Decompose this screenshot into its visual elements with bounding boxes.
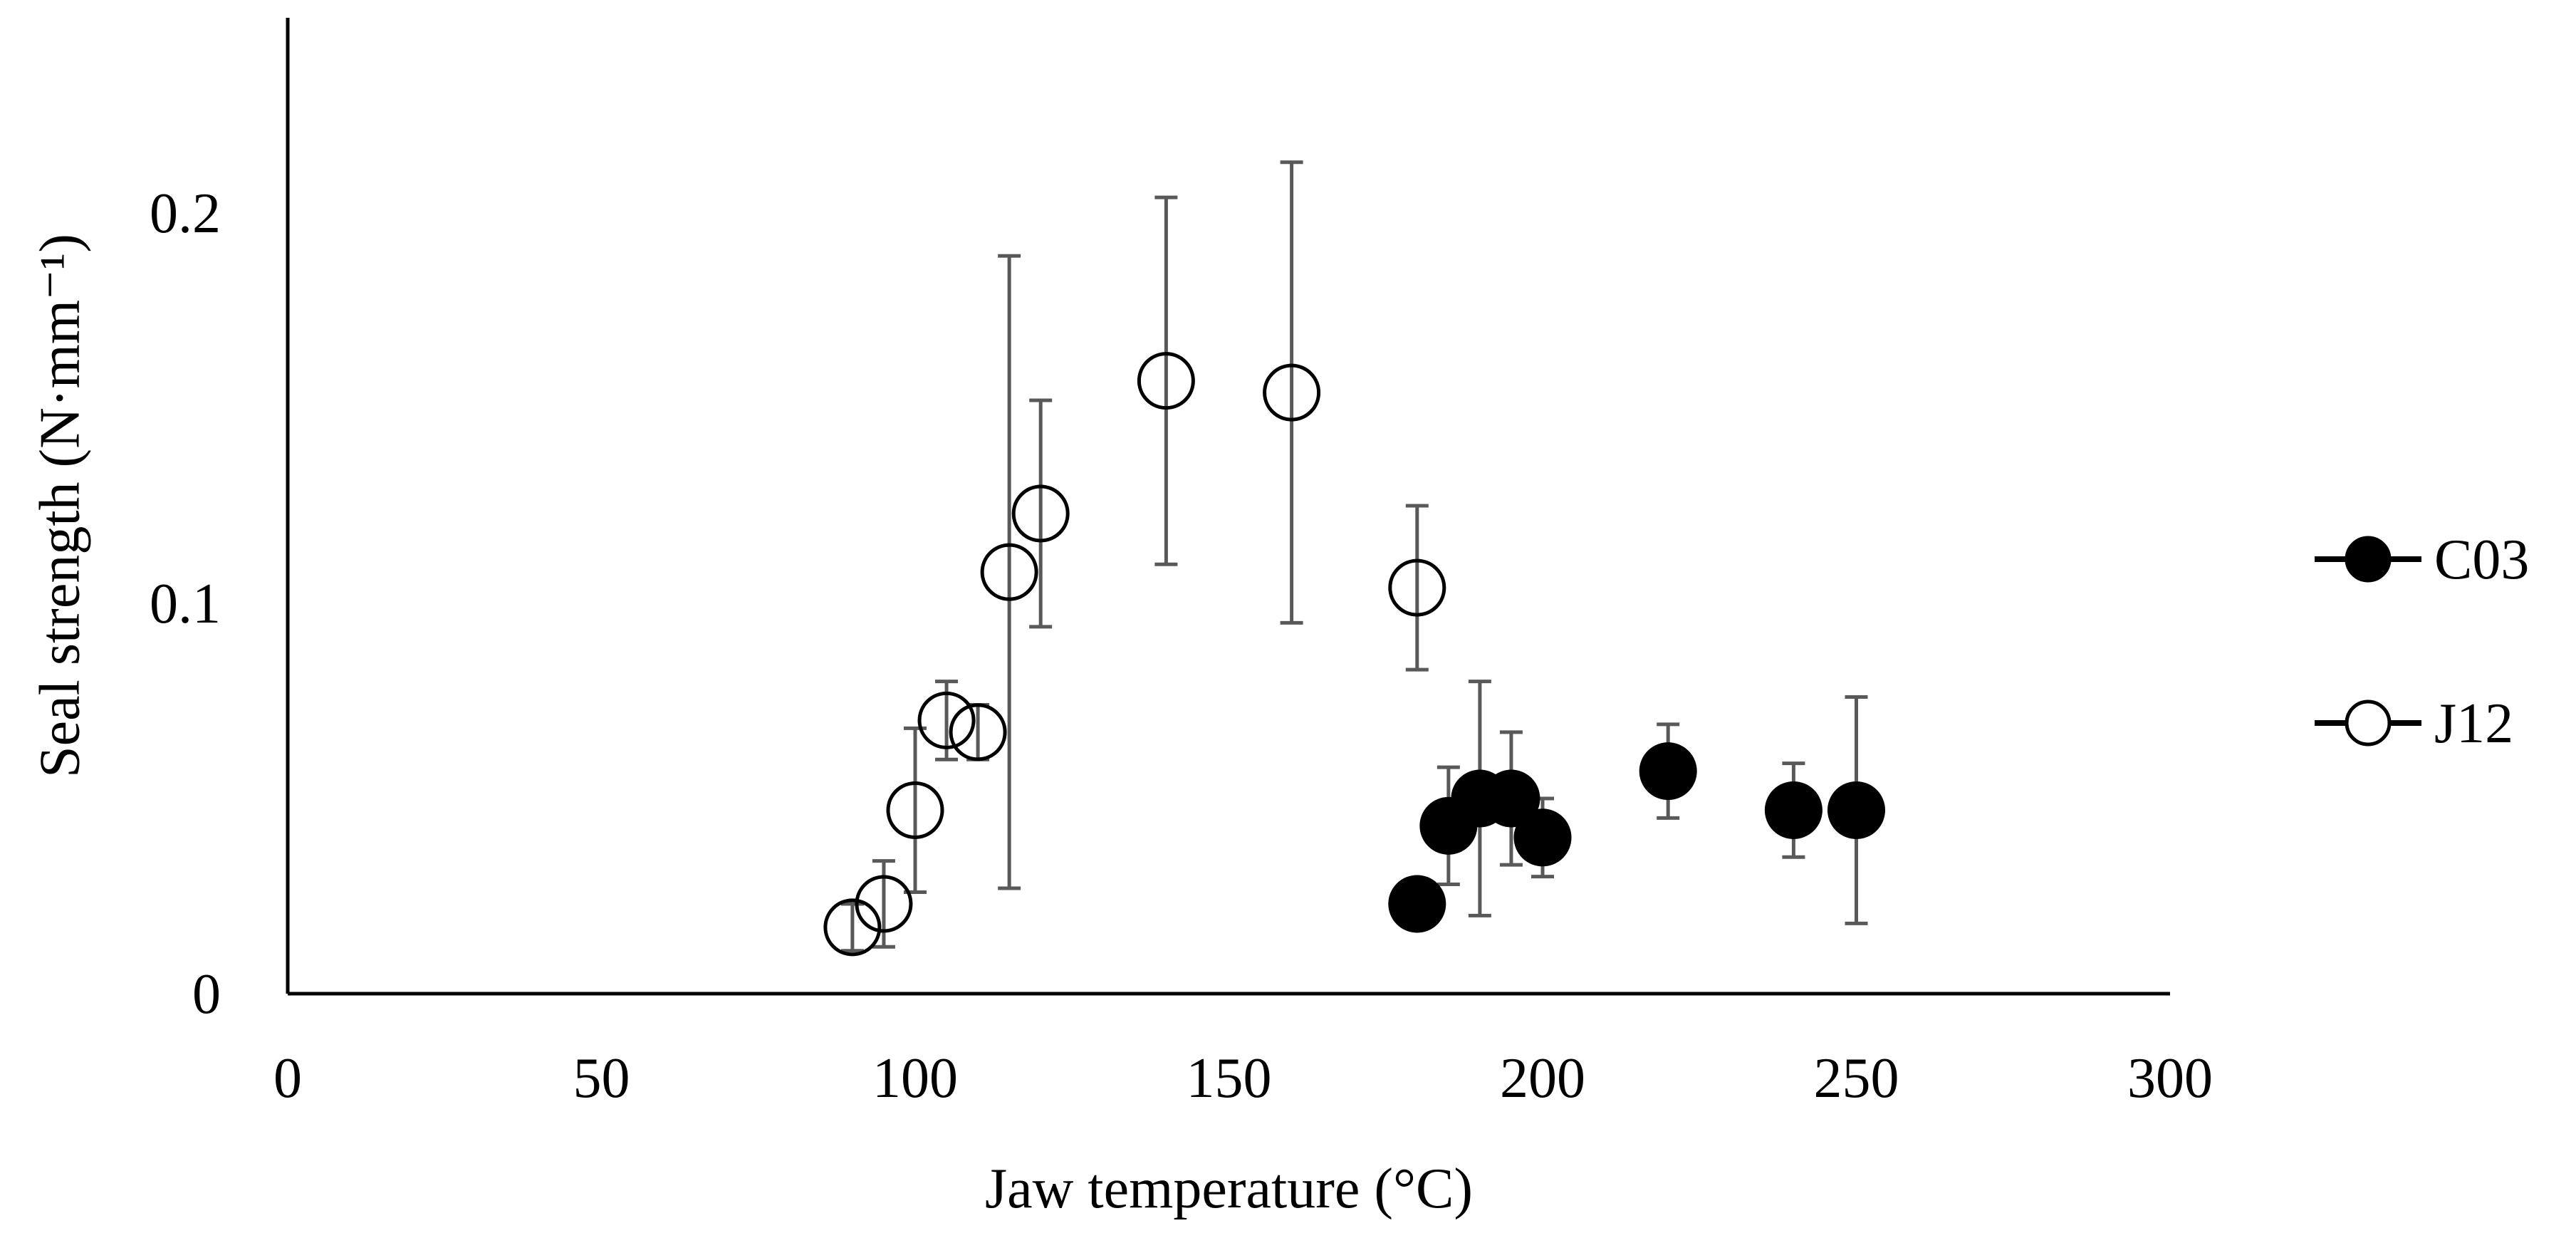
data-point-c03 (1827, 781, 1885, 839)
data-point-j12 (1137, 352, 1195, 410)
y-axis-label: Seal strength (N·mm⁻¹) (28, 234, 91, 778)
y-tick-label: 0 (192, 963, 221, 1026)
data-point-c03 (1513, 808, 1572, 867)
x-tick-label: 200 (1500, 1047, 1585, 1110)
data-point-j12 (886, 781, 944, 839)
legend-marker-j12 (2345, 699, 2392, 747)
axes-layer (286, 18, 2170, 996)
legend: C03 J12 (2315, 529, 2529, 755)
data-point-c03 (1764, 781, 1823, 839)
data-point-j12 (980, 543, 1038, 601)
x-tick-label: 300 (2127, 1047, 2213, 1110)
tick-labels-layer: 0 50 100 150 200 250 300 0 0.1 0.2 (150, 182, 2213, 1110)
data-point-c03 (1388, 875, 1446, 933)
x-tick-label: 100 (872, 1047, 958, 1110)
data-point-j12 (1388, 558, 1446, 617)
data-point-j12 (1263, 363, 1321, 422)
data-point-j12 (855, 875, 913, 933)
x-axis-label: Jaw temperature (°C) (985, 1158, 1473, 1220)
data-point-j12 (917, 691, 976, 749)
legend-marker-c03 (2345, 536, 2392, 583)
x-tick-label: 250 (1814, 1047, 1899, 1110)
data-point-j12 (949, 703, 1007, 761)
error-bars-layer (840, 160, 1868, 953)
data-point-c03 (1482, 769, 1540, 828)
x-tick-label: 0 (273, 1047, 302, 1110)
legend-label: J12 (2434, 692, 2513, 755)
data-point-j12 (823, 898, 882, 957)
y-tick-label: 0.2 (150, 182, 221, 245)
y-tick-label: 0.1 (150, 573, 221, 635)
data-point-j12 (1011, 484, 1070, 543)
legend-label: C03 (2434, 529, 2529, 591)
x-tick-label: 150 (1187, 1047, 1272, 1110)
data-point-c03 (1639, 742, 1697, 801)
points-layer (823, 352, 1885, 957)
x-tick-label: 50 (573, 1047, 630, 1110)
